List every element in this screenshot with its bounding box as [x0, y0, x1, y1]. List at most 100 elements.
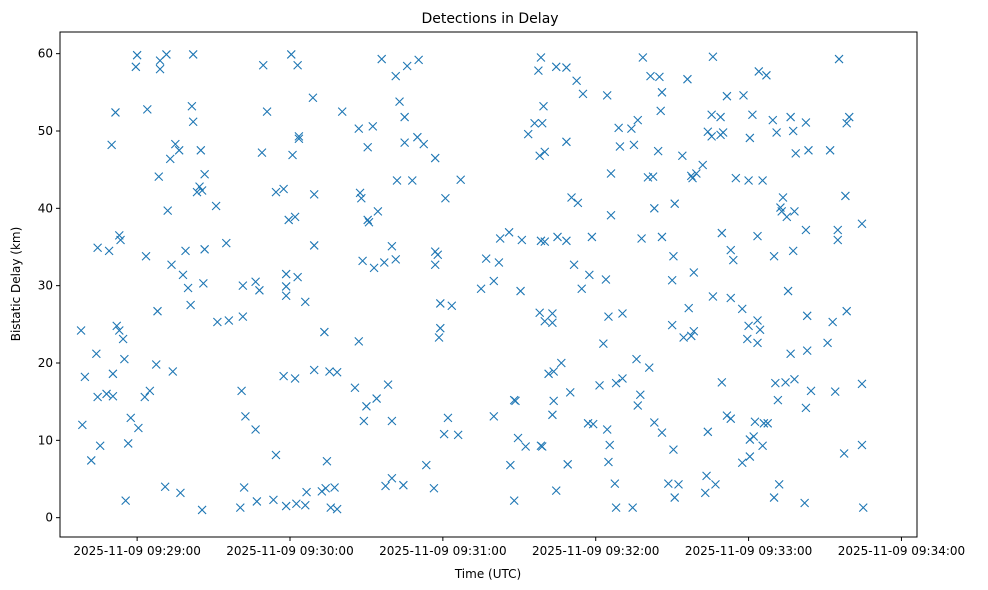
- data-point: [602, 425, 612, 434]
- data-point: [140, 392, 150, 402]
- data-point: [540, 316, 550, 326]
- x-axis: 2025-11-09 09:29:00 2025-11-09 09:30:00 20…: [73, 537, 965, 558]
- data-point: [187, 101, 197, 111]
- data-point: [606, 210, 616, 220]
- data-point: [104, 246, 114, 256]
- data-point: [768, 115, 778, 125]
- data-point: [633, 115, 643, 125]
- data-point: [447, 301, 457, 311]
- data-point: [539, 101, 548, 111]
- y-tick-label: 0: [45, 511, 53, 525]
- data-point: [605, 440, 615, 450]
- data-point: [562, 137, 571, 147]
- x-tick-label: 2025-11-09 09:31:00: [379, 544, 506, 558]
- data-point: [93, 243, 103, 253]
- chart-title: Detections in Delay: [421, 11, 558, 27]
- data-point: [255, 285, 264, 295]
- data-point: [801, 403, 811, 413]
- data-point: [683, 74, 692, 84]
- data-point: [601, 275, 611, 284]
- data-point: [517, 235, 527, 245]
- data-point: [429, 483, 439, 493]
- data-point: [562, 236, 571, 246]
- data-point: [288, 150, 297, 160]
- data-point: [770, 378, 780, 388]
- data-point: [633, 401, 643, 410]
- data-point: [269, 495, 278, 505]
- y-tick-label: 10: [38, 433, 53, 447]
- data-point: [754, 67, 764, 76]
- data-point: [857, 219, 867, 229]
- data-point: [294, 134, 304, 144]
- data-point: [95, 441, 105, 451]
- data-point: [588, 419, 598, 429]
- data-point: [657, 232, 667, 242]
- data-point: [400, 112, 410, 122]
- data-point: [293, 272, 303, 282]
- data-point: [842, 306, 852, 316]
- data-point: [649, 418, 659, 427]
- data-point: [669, 445, 678, 454]
- y-axis: 0 10 20 30 40 50 60: [38, 47, 60, 525]
- data-point: [688, 173, 697, 183]
- data-point: [823, 338, 832, 348]
- data-point: [294, 132, 304, 141]
- y-tick-label: 50: [38, 124, 53, 138]
- data-point: [800, 498, 810, 508]
- data-point: [839, 449, 849, 458]
- data-point: [281, 282, 291, 291]
- data-point: [383, 380, 393, 390]
- data-point: [536, 53, 546, 62]
- data-point: [830, 387, 840, 396]
- data-point: [604, 312, 613, 321]
- data-point: [548, 318, 557, 328]
- data-point: [350, 383, 360, 393]
- data-point: [421, 460, 431, 470]
- data-point: [708, 292, 718, 301]
- data-point: [537, 442, 547, 451]
- data-point: [494, 258, 504, 267]
- data-point: [629, 140, 639, 150]
- data-point: [551, 62, 561, 72]
- data-point: [489, 276, 499, 286]
- data-point: [435, 323, 445, 333]
- data-point: [387, 473, 397, 483]
- data-point: [544, 369, 553, 379]
- data-point: [782, 212, 792, 222]
- data-point: [708, 52, 718, 62]
- data-point: [763, 418, 773, 428]
- data-point: [786, 349, 796, 359]
- y-tick-label: 20: [38, 356, 53, 370]
- x-tick-label: 2025-11-09 09:34:00: [838, 544, 965, 558]
- data-point: [689, 326, 699, 336]
- data-point: [433, 250, 443, 260]
- data-point: [238, 281, 248, 291]
- data-point: [251, 277, 260, 287]
- data-point: [790, 207, 799, 216]
- data-point: [606, 169, 616, 178]
- data-point: [251, 425, 260, 434]
- data-point: [151, 360, 161, 369]
- x-tick-label: 2025-11-09 09:32:00: [532, 544, 659, 558]
- data-point: [439, 429, 449, 439]
- data-point: [744, 176, 753, 185]
- data-point: [618, 309, 627, 318]
- data-point: [505, 460, 515, 470]
- data-point: [578, 89, 588, 99]
- data-point: [726, 245, 736, 255]
- data-point: [644, 363, 654, 373]
- data-point: [302, 487, 311, 497]
- data-point: [684, 303, 694, 313]
- data-point: [391, 254, 401, 264]
- data-point: [330, 483, 339, 492]
- data-point: [762, 70, 771, 80]
- data-point: [523, 129, 533, 139]
- data-point: [556, 358, 566, 368]
- data-point: [300, 500, 310, 510]
- data-point: [167, 260, 176, 270]
- data-point: [126, 413, 136, 423]
- data-point: [742, 334, 752, 344]
- axes-frame: [59, 31, 918, 538]
